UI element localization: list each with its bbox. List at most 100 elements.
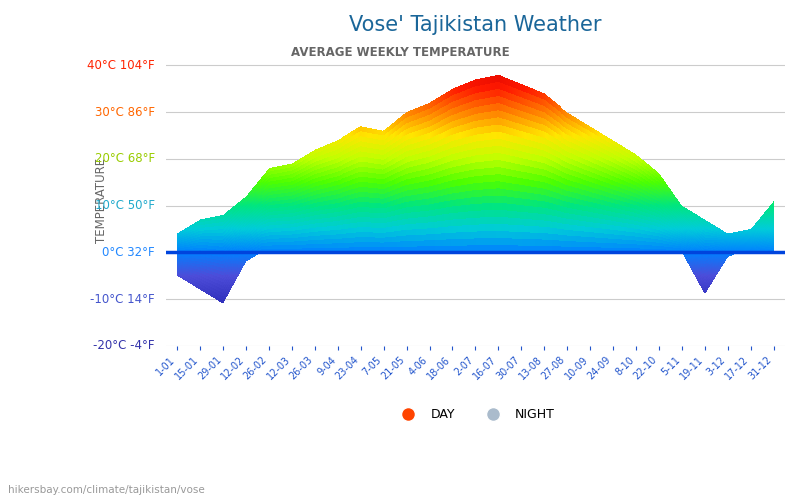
Polygon shape xyxy=(249,246,250,249)
Polygon shape xyxy=(770,214,771,216)
Polygon shape xyxy=(472,211,473,218)
Polygon shape xyxy=(525,192,526,199)
Polygon shape xyxy=(452,108,453,115)
Polygon shape xyxy=(698,232,699,234)
Polygon shape xyxy=(395,163,396,168)
Polygon shape xyxy=(491,189,492,196)
Polygon shape xyxy=(179,262,180,264)
Polygon shape xyxy=(210,246,211,249)
Polygon shape xyxy=(493,111,494,118)
Polygon shape xyxy=(754,246,756,248)
Polygon shape xyxy=(481,190,482,196)
Polygon shape xyxy=(630,176,631,180)
Polygon shape xyxy=(282,179,284,182)
Polygon shape xyxy=(301,214,302,218)
Polygon shape xyxy=(326,200,327,205)
Polygon shape xyxy=(514,150,516,156)
Polygon shape xyxy=(391,160,392,165)
Polygon shape xyxy=(722,258,724,259)
Polygon shape xyxy=(650,235,651,238)
Polygon shape xyxy=(464,104,465,111)
Polygon shape xyxy=(302,226,304,230)
Polygon shape xyxy=(483,134,484,140)
Polygon shape xyxy=(686,234,687,235)
Polygon shape xyxy=(207,224,208,227)
Polygon shape xyxy=(396,130,398,136)
Polygon shape xyxy=(505,176,506,182)
Polygon shape xyxy=(339,180,341,184)
Polygon shape xyxy=(419,142,420,148)
Polygon shape xyxy=(627,158,628,162)
Polygon shape xyxy=(492,83,493,90)
Polygon shape xyxy=(403,219,404,224)
Polygon shape xyxy=(218,256,219,260)
Polygon shape xyxy=(184,244,186,246)
Polygon shape xyxy=(179,241,180,243)
Polygon shape xyxy=(327,178,329,183)
Polygon shape xyxy=(408,156,409,162)
Polygon shape xyxy=(392,211,394,216)
Polygon shape xyxy=(419,148,420,154)
Polygon shape xyxy=(489,84,490,90)
Polygon shape xyxy=(265,230,266,233)
Polygon shape xyxy=(253,215,254,218)
Polygon shape xyxy=(541,169,542,175)
Polygon shape xyxy=(590,202,591,207)
Polygon shape xyxy=(178,264,179,266)
Polygon shape xyxy=(469,232,470,238)
Polygon shape xyxy=(663,188,664,191)
Polygon shape xyxy=(566,224,567,230)
Polygon shape xyxy=(228,244,229,247)
Polygon shape xyxy=(190,263,191,265)
Polygon shape xyxy=(404,136,406,141)
Polygon shape xyxy=(247,250,248,253)
Polygon shape xyxy=(240,269,241,272)
Polygon shape xyxy=(626,232,627,235)
Polygon shape xyxy=(285,235,286,238)
Polygon shape xyxy=(251,206,252,209)
Polygon shape xyxy=(639,248,640,252)
Polygon shape xyxy=(509,156,510,162)
Polygon shape xyxy=(273,238,274,242)
Polygon shape xyxy=(293,166,294,170)
Polygon shape xyxy=(367,198,368,202)
Polygon shape xyxy=(518,232,520,239)
Polygon shape xyxy=(598,214,599,218)
Polygon shape xyxy=(584,232,586,237)
Polygon shape xyxy=(624,148,626,152)
Polygon shape xyxy=(537,188,538,194)
Polygon shape xyxy=(715,265,716,267)
Polygon shape xyxy=(491,140,492,146)
Polygon shape xyxy=(266,181,267,184)
Polygon shape xyxy=(594,144,595,148)
Polygon shape xyxy=(415,137,416,143)
Polygon shape xyxy=(300,230,301,234)
Polygon shape xyxy=(763,214,765,216)
Polygon shape xyxy=(183,248,184,250)
Polygon shape xyxy=(193,283,194,286)
Polygon shape xyxy=(433,210,434,216)
Polygon shape xyxy=(489,161,490,168)
Polygon shape xyxy=(334,199,335,203)
Polygon shape xyxy=(691,221,692,223)
Polygon shape xyxy=(681,230,682,232)
Polygon shape xyxy=(228,267,229,270)
Polygon shape xyxy=(555,157,557,162)
Polygon shape xyxy=(674,225,675,227)
Polygon shape xyxy=(728,253,729,254)
Polygon shape xyxy=(492,104,493,111)
Polygon shape xyxy=(578,220,579,226)
Polygon shape xyxy=(493,90,494,97)
Polygon shape xyxy=(290,214,292,217)
Polygon shape xyxy=(430,132,431,138)
Polygon shape xyxy=(404,164,406,169)
Polygon shape xyxy=(547,215,549,221)
Polygon shape xyxy=(724,240,725,242)
Polygon shape xyxy=(198,248,199,250)
Polygon shape xyxy=(649,249,650,252)
Polygon shape xyxy=(770,233,771,235)
Polygon shape xyxy=(637,182,638,186)
Polygon shape xyxy=(595,248,596,252)
Polygon shape xyxy=(663,200,664,203)
Polygon shape xyxy=(347,243,349,248)
